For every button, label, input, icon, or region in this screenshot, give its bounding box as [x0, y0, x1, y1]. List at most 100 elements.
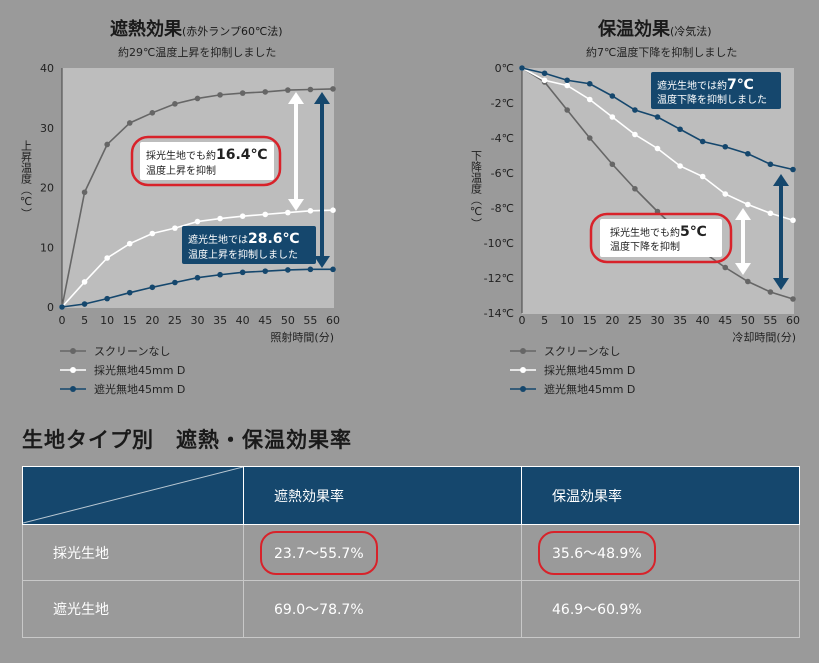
x-tick-label: 0 — [519, 314, 526, 327]
table-cell: 69.0〜78.7% — [243, 580, 522, 638]
left-callout-saiko-value: 16.4℃ — [216, 147, 268, 163]
left-callout-shako-value: 28.6℃ — [248, 231, 300, 247]
right-ylabel: 下降温度（℃） — [470, 150, 483, 229]
highlighted-value: 23.7〜55.7% — [260, 530, 378, 575]
data-point — [609, 114, 616, 120]
data-point — [609, 161, 616, 168]
data-point — [586, 80, 593, 87]
data-point — [104, 141, 110, 148]
x-tick-label: 55 — [763, 314, 777, 327]
section-title: 生地タイプ別 遮熱・保温効果率 — [22, 428, 352, 452]
data-point — [172, 279, 178, 286]
data-point — [632, 185, 638, 192]
rates-table: 遮熱効果率 保温効果率 採光生地 23.7〜55.7% 35.6〜48.9% 遮… — [22, 466, 800, 638]
left-callout-saiko-line1: 採光生地でも約 — [146, 149, 216, 162]
data-point — [632, 131, 638, 138]
data-point — [59, 304, 65, 310]
right-callout-shako-line2: 温度下降を抑制しました — [657, 93, 767, 106]
data-point — [699, 138, 706, 145]
svg-text:採光生地でも約5℃: 採光生地でも約5℃ — [610, 224, 707, 240]
left-axes: 0 10 20 30 40 0 5 10 15 20 25 30 35 40 45 50 55 60 — [40, 62, 340, 327]
legend-label: スクリーンなし — [544, 345, 620, 358]
data-point — [149, 230, 156, 237]
table-row-label: 遮光生地 — [22, 580, 244, 638]
heat-retention-chart: 保温効果(冷気法) 約7℃温度下降を抑制しました 0℃ -2℃ -4℃ -6℃ -8℃ -… — [470, 18, 801, 396]
y-tick-label: -8℃ — [491, 202, 514, 215]
highlighted-value: 35.6〜48.9% — [538, 530, 656, 575]
x-tick-label: 10 — [100, 314, 114, 327]
legend-swatch-dot — [70, 386, 76, 392]
x-tick-label: 5 — [81, 314, 88, 327]
data-point — [586, 135, 593, 141]
x-tick-label: 60 — [786, 314, 800, 327]
right-callout-shako-value: 7℃ — [727, 77, 754, 93]
legend-label: 採光無地45mm D — [94, 363, 185, 377]
right-callout-shako-line1: 遮光生地では約 — [657, 79, 727, 92]
x-tick-label: 20 — [145, 314, 159, 327]
data-point — [654, 145, 661, 152]
left-callout-saiko: 採光生地でも約16.4℃ 温度上昇を抑制 — [130, 135, 282, 187]
x-tick-label: 40 — [696, 314, 710, 327]
data-point — [790, 296, 796, 302]
right-navy-arrow — [773, 174, 789, 290]
legend-label: 採光無地45mm D — [544, 363, 635, 377]
y-tick-label: 30 — [40, 122, 54, 135]
legend-label: 遮光無地45mm D — [94, 382, 185, 396]
right-title-main: 保温効果 — [597, 18, 671, 40]
y-tick-label: -12℃ — [484, 272, 514, 285]
y-tick-label: 20 — [40, 182, 54, 195]
data-point — [677, 126, 683, 133]
right-callout-saiko-line1: 採光生地でも約 — [610, 226, 680, 239]
table-cell: 46.9〜60.9% — [521, 580, 800, 638]
data-point — [217, 271, 223, 278]
x-tick-label: 30 — [191, 314, 205, 327]
x-tick-label: 35 — [213, 314, 227, 327]
data-point — [217, 92, 223, 98]
data-point — [330, 207, 336, 214]
x-tick-label: 25 — [168, 314, 182, 327]
legend-swatch-dot — [70, 367, 76, 373]
data-point — [722, 191, 729, 197]
right-callout-saiko: 採光生地でも約5℃ 温度下降を抑制 — [589, 212, 733, 264]
x-tick-label: 0 — [59, 314, 66, 327]
data-point — [126, 240, 133, 247]
left-chart-subtitle: 約29℃温度上昇を抑制しました — [118, 45, 276, 59]
data-point — [541, 77, 548, 84]
data-point — [239, 213, 246, 219]
x-tick-label: 40 — [236, 314, 250, 327]
x-tick-label: 60 — [326, 314, 340, 327]
y-tick-label: -2℃ — [491, 97, 514, 110]
right-title-note: (冷気法) — [670, 24, 712, 38]
data-point — [519, 65, 525, 71]
svg-text:採光生地でも約16.4℃: 採光生地でも約16.4℃ — [146, 147, 268, 163]
y-tick-label: 0 — [47, 301, 54, 314]
left-callout-shako-line1: 遮光生地では — [188, 233, 248, 246]
y-tick-label: 40 — [40, 62, 54, 75]
left-navy-arrow — [314, 92, 330, 268]
right-callout-saiko-line2: 温度下降を抑制 — [610, 240, 680, 253]
table-header-warm: 保温効果率 — [521, 466, 800, 525]
legend-label: スクリーンなし — [94, 345, 170, 358]
x-tick-label: 15 — [123, 314, 137, 327]
data-point — [104, 295, 110, 302]
data-point — [239, 90, 246, 96]
left-title-note: (赤外ランプ60℃法) — [182, 24, 283, 38]
left-title-main: 遮熱効果 — [110, 18, 183, 40]
data-point — [330, 86, 336, 92]
left-callout-shako-line2: 温度上昇を抑制しました — [188, 248, 298, 261]
data-point — [172, 101, 178, 107]
y-tick-label: -4℃ — [491, 132, 514, 145]
right-axes: 0℃ -2℃ -4℃ -6℃ -8℃ -10℃ -12℃ -14℃ 0 5 10 15 20 25 30 35… — [484, 62, 800, 327]
right-chart-title: 保温効果(冷気法) — [597, 18, 712, 40]
svg-text:遮光生地では28.6℃: 遮光生地では28.6℃ — [188, 231, 300, 247]
data-point — [564, 77, 570, 84]
data-point — [285, 267, 291, 273]
x-tick-label: 35 — [673, 314, 687, 327]
data-point — [126, 289, 133, 296]
data-point — [285, 209, 291, 216]
data-point — [285, 87, 291, 93]
table-header-heat: 遮熱効果率 — [243, 466, 522, 525]
heat-shield-chart: 遮熱効果(赤外ランプ60℃法) 約29℃温度上昇を抑制しました 0 10 20 30 4… — [20, 18, 341, 396]
x-tick-label: 25 — [628, 314, 642, 327]
